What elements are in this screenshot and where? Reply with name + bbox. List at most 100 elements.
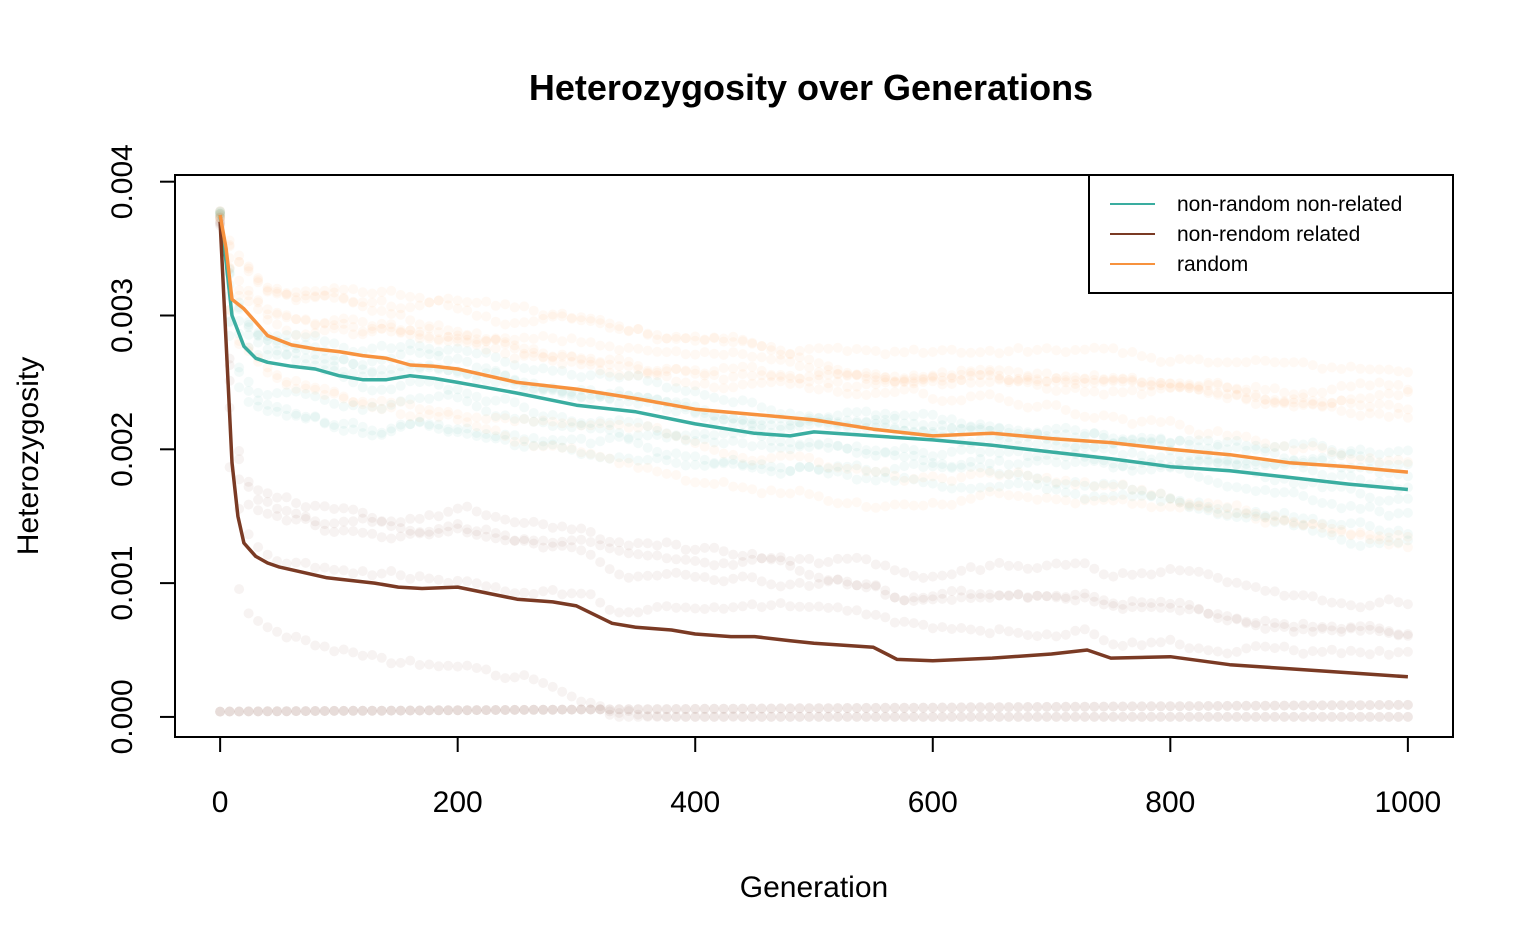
replicate-point [1070,499,1080,509]
replicate-point [728,382,738,392]
replicate-point [643,431,653,441]
replicate-point [1317,470,1327,480]
replicate-point [358,317,368,327]
replicate-point [994,712,1004,722]
replicate-point [1023,375,1033,385]
replicate-point [643,330,653,340]
replicate-point [282,289,292,299]
replicate-point [842,712,852,722]
replicate-point [785,451,795,461]
replicate-point [852,605,862,615]
replicate-point [1108,376,1118,386]
replicate-point [244,482,254,492]
replicate-point [871,503,881,513]
replicate-point [1165,382,1175,392]
replicate-point [1222,482,1232,492]
replicate-point [852,580,862,590]
replicate-point [1080,702,1090,712]
replicate-point [833,343,843,353]
replicate-point [282,706,292,716]
replicate-point [861,379,871,389]
replicate-point [1317,712,1327,722]
replicate-point [833,498,843,508]
replicate-point [272,284,282,294]
replicate-point [405,400,415,410]
replicate-point [1108,601,1118,611]
replicate-point [766,420,776,430]
replicate-point [282,411,292,421]
replicate-point [301,353,311,363]
replicate-point [1232,390,1242,400]
replicate-point [424,334,434,344]
replicate-point [339,706,349,716]
replicate-point [234,276,244,286]
replicate-point [814,375,824,385]
replicate-point [519,333,529,343]
replicate-point [1327,712,1337,722]
replicate-point [652,347,662,357]
replicate-point [918,501,928,511]
replicate-point [1403,508,1413,518]
replicate-point [1004,460,1014,470]
replicate-point [329,338,339,348]
replicate-point [1346,529,1356,539]
replicate-point [937,571,947,581]
replicate-point [386,343,396,353]
replicate-point [538,331,548,341]
replicate-point [1203,429,1213,439]
replicate-point [1042,343,1052,353]
replicate-point [1194,712,1204,722]
replicate-point [1270,397,1280,407]
replicate-point [1051,631,1061,641]
replicate-point [377,706,387,716]
replicate-point [1099,712,1109,722]
replicate-point [776,552,786,562]
replicate-point [586,449,596,459]
replicate-point [367,289,377,299]
replicate-point [681,603,691,613]
replicate-point [1127,419,1137,429]
replicate-point [605,420,615,430]
replicate-point [1146,701,1156,711]
replicate-point [1203,475,1213,485]
replicate-point [1336,406,1346,416]
replicate-point [652,423,662,433]
replicate-point [586,439,596,449]
replicate-point [757,341,767,351]
replicate-point [1317,388,1327,398]
replicate-point [377,430,387,440]
replicate-point [1184,604,1194,614]
replicate-point [396,570,406,580]
replicate-point [643,605,653,615]
replicate-point [1374,457,1384,467]
replicate-point [785,580,795,590]
replicate-point [918,389,928,399]
replicate-point [1032,712,1042,722]
replicate-point [434,336,444,346]
replicate-point [880,388,890,398]
replicate-point [1080,558,1090,568]
replicate-point [1061,702,1071,712]
replicate-point [785,420,795,430]
replicate-point [348,329,358,339]
replicate-point [1118,702,1128,712]
replicate-point [985,589,995,599]
replicate-point [880,712,890,722]
replicate-point [1070,409,1080,419]
replicate-point [1251,701,1261,711]
replicate-point [1327,700,1337,710]
replicate-point [1194,500,1204,510]
replicate-point [1108,712,1118,722]
replicate-point [738,419,748,429]
replicate-point [595,598,605,608]
replicate-point [1346,454,1356,464]
replicate-point [253,295,263,305]
replicate-point [1336,598,1346,608]
replicate-point [700,371,710,381]
replicate-point [1070,345,1080,355]
replicate-point [491,343,501,353]
replicate-point [1165,453,1175,463]
replicate-point [339,565,349,575]
replicate-point [367,431,377,441]
replicate-point [1137,602,1147,612]
